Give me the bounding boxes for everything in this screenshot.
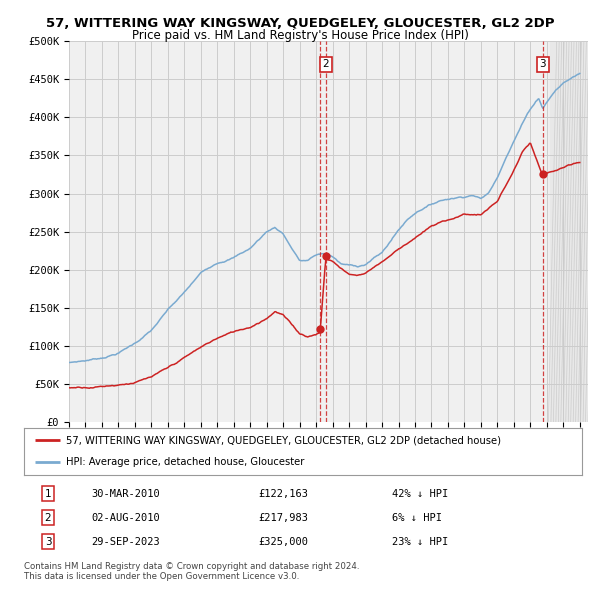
Text: This data is licensed under the Open Government Licence v3.0.: This data is licensed under the Open Gov… [24, 572, 299, 581]
Text: 23% ↓ HPI: 23% ↓ HPI [392, 537, 449, 546]
Text: 1: 1 [44, 489, 52, 499]
Text: 29-SEP-2023: 29-SEP-2023 [91, 537, 160, 546]
Text: HPI: Average price, detached house, Gloucester: HPI: Average price, detached house, Glou… [66, 457, 304, 467]
Bar [550, 41, 588, 422]
Text: 2: 2 [44, 513, 52, 523]
Text: 2: 2 [322, 59, 329, 69]
Text: 3: 3 [44, 537, 52, 546]
Text: Contains HM Land Registry data © Crown copyright and database right 2024.: Contains HM Land Registry data © Crown c… [24, 562, 359, 571]
Text: 3: 3 [539, 59, 546, 69]
Text: 57, WITTERING WAY KINGSWAY, QUEDGELEY, GLOUCESTER, GL2 2DP (detached house): 57, WITTERING WAY KINGSWAY, QUEDGELEY, G… [66, 435, 501, 445]
Text: 02-AUG-2010: 02-AUG-2010 [91, 513, 160, 523]
Text: 42% ↓ HPI: 42% ↓ HPI [392, 489, 449, 499]
Text: 6% ↓ HPI: 6% ↓ HPI [392, 513, 442, 523]
Text: £325,000: £325,000 [259, 537, 308, 546]
Text: £122,163: £122,163 [259, 489, 308, 499]
Text: 30-MAR-2010: 30-MAR-2010 [91, 489, 160, 499]
Text: £217,983: £217,983 [259, 513, 308, 523]
Text: 57, WITTERING WAY KINGSWAY, QUEDGELEY, GLOUCESTER, GL2 2DP: 57, WITTERING WAY KINGSWAY, QUEDGELEY, G… [46, 17, 554, 30]
Text: Price paid vs. HM Land Registry's House Price Index (HPI): Price paid vs. HM Land Registry's House … [131, 30, 469, 42]
